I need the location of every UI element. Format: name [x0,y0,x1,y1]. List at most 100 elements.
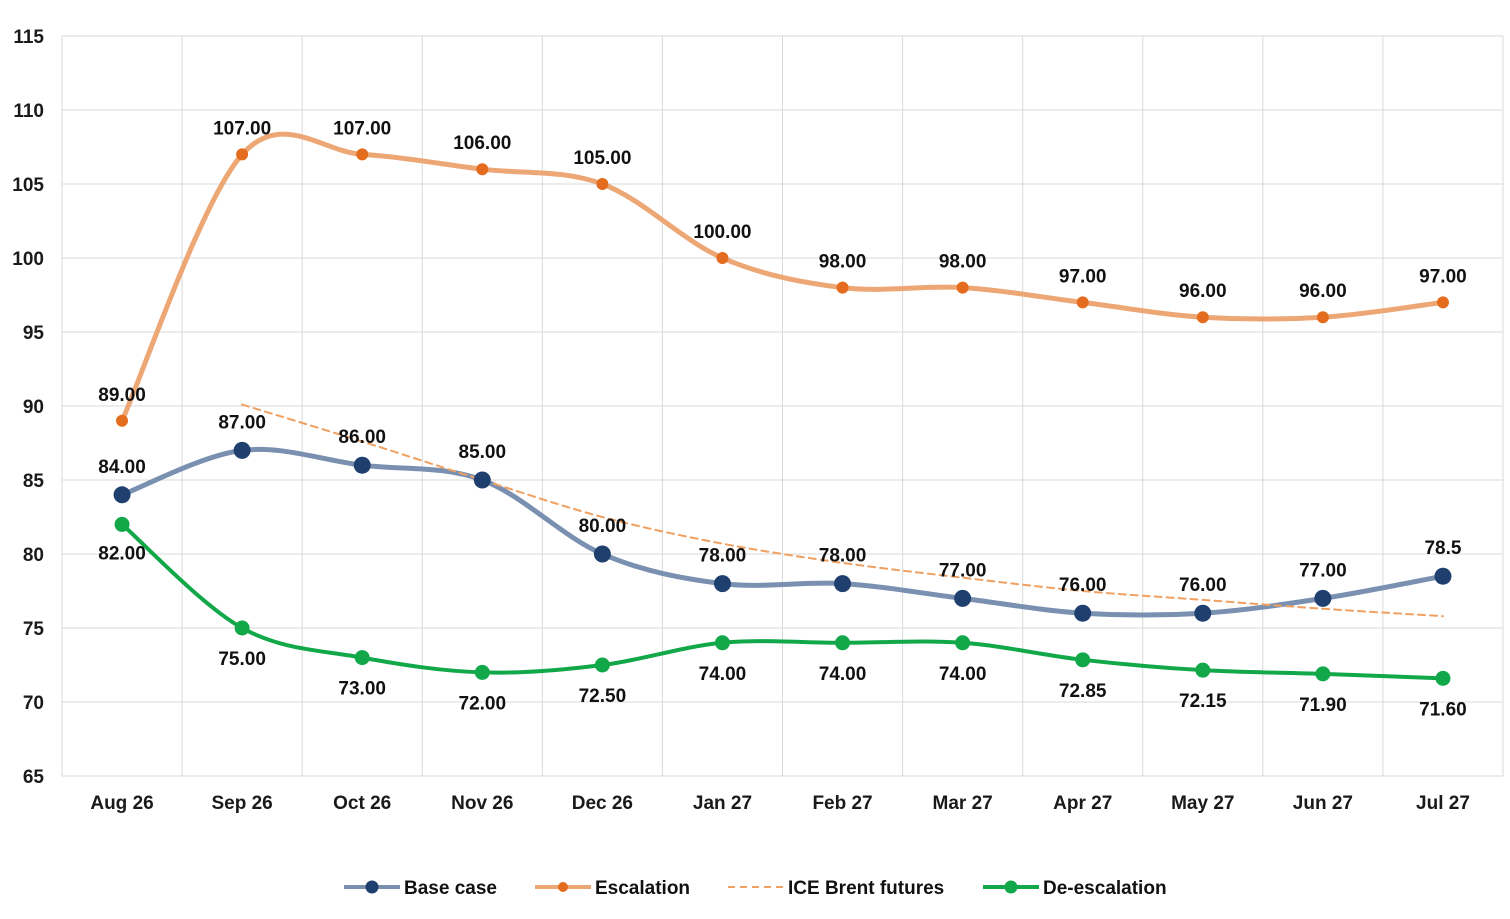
series-markers [113,148,1452,686]
x-tick-label: Nov 26 [451,793,513,814]
data-label: 97.00 [1059,266,1107,287]
series-line-0 [119,446,1446,618]
data-label: 98.00 [819,252,867,273]
data-label: 82.00 [98,543,146,564]
data-label: 73.00 [338,679,386,700]
data-label: 77.00 [1299,560,1347,581]
y-axis: 65 70 75 80 85 90 95 100 105 110 115 [12,27,44,788]
data-point [593,545,611,563]
data-point [716,252,729,264]
data-point [116,414,129,427]
data-point [954,589,972,607]
data-point [473,471,491,489]
data-label: 71.90 [1299,695,1347,716]
data-point [1314,589,1332,607]
x-tick-label: Dec 26 [572,793,633,814]
legend-label: Base case [404,878,497,899]
data-label: 98.00 [939,252,987,273]
data-label: 80.00 [579,516,627,537]
legend-label: De-escalation [1043,878,1167,899]
legend-marker [365,880,379,894]
legend-label: Escalation [595,878,690,899]
x-tick-label: Sep 26 [211,793,272,814]
y-tick-label: 110 [13,101,44,122]
data-label: 72.85 [1059,681,1107,702]
data-point [1195,662,1211,678]
data-point [114,516,130,532]
data-label: 72.00 [459,693,507,714]
data-label: 72.50 [579,686,627,707]
data-point [354,650,370,666]
data-point [1076,296,1089,309]
data-label: 74.00 [939,664,987,685]
x-tick-label: Jan 27 [693,793,752,814]
data-label: 74.00 [699,664,747,685]
y-tick-label: 105 [12,175,44,196]
data-label: 105.00 [573,148,631,169]
data-label: 107.00 [333,118,391,139]
x-tick-label: Mar 27 [933,793,993,814]
x-tick-label: Jul 27 [1416,793,1470,814]
data-label: 96.00 [1179,281,1227,302]
data-point [476,163,489,176]
data-point [474,664,490,680]
data-point [1196,311,1209,324]
data-labels: 84.00 87.00 86.00 85.00 80.00 78.00 78.00 77.00… [98,118,1466,720]
data-point [1075,652,1091,668]
data-label: 96.00 [1299,281,1347,302]
x-tick-label: Aug 26 [90,793,153,814]
data-label: 106.00 [453,133,511,154]
data-label: 78.5 [1424,538,1461,559]
x-tick-label: Apr 27 [1053,793,1112,814]
series-line-2 [241,403,1444,618]
y-tick-label: 80 [23,545,44,566]
data-point [1315,666,1331,682]
x-tick-label: Feb 27 [812,793,872,814]
y-tick-label: 100 [12,249,44,270]
data-label: 75.00 [218,649,266,670]
x-tick-label: Oct 26 [333,793,391,814]
data-label: 76.00 [1179,575,1227,596]
legend-marker [1004,880,1018,894]
x-tick-label: Jun 27 [1293,793,1353,814]
x-axis: Aug 26 Sep 26 Oct 26 Nov 26 Dec 26 Jan 27 Feb … [90,793,1470,814]
y-tick-label: 65 [23,767,45,788]
gridlines [61,35,1504,777]
y-tick-label: 70 [23,693,44,714]
data-point [1074,604,1092,622]
legend-marker [558,882,568,892]
y-tick-label: 75 [23,619,45,640]
data-point [1436,296,1449,309]
x-tick-label: May 27 [1171,793,1234,814]
data-label: 89.00 [98,385,146,406]
data-label: 74.00 [819,664,867,685]
data-label: 86.00 [338,427,386,448]
data-point [713,575,731,593]
y-tick-label: 95 [23,323,45,344]
data-point [1434,567,1452,585]
data-point [955,635,971,651]
y-tick-label: 115 [13,27,44,48]
data-point [113,486,131,504]
data-label: 77.00 [939,560,987,581]
data-label: 78.00 [699,546,747,567]
data-point [835,635,851,651]
y-tick-label: 90 [23,397,44,418]
data-point [594,657,610,673]
data-point [1316,311,1329,324]
data-point [236,148,249,161]
data-point [234,620,250,636]
data-label: 76.00 [1059,575,1107,596]
data-point [353,456,371,474]
data-label: 87.00 [218,412,266,433]
data-label: 71.60 [1419,699,1467,720]
series-lines [119,131,1446,681]
data-point [1194,604,1212,622]
data-point [956,281,969,294]
data-label: 107.00 [213,118,271,139]
data-label: 100.00 [693,222,751,243]
data-label: 72.15 [1179,691,1227,712]
y-tick-label: 85 [23,471,45,492]
data-point [1435,670,1451,686]
